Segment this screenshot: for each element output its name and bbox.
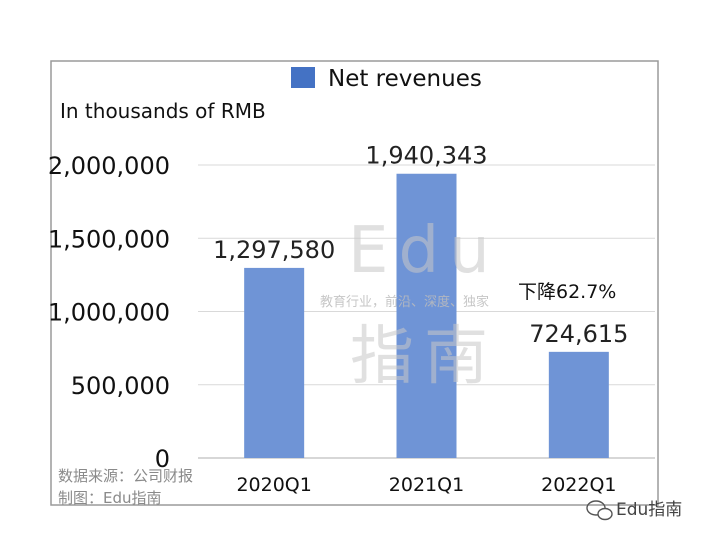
chart-frame — [50, 60, 659, 506]
legend-label: Net revenues — [328, 66, 482, 92]
source-line-1: 数据来源：公司财报 — [58, 467, 193, 485]
brand-label: Edu指南 — [616, 500, 682, 520]
wechat-icon — [586, 500, 613, 521]
y-tick-label: 1,500,000 — [48, 225, 170, 253]
x-axis-ticks: 2020Q1 2021Q1 2022Q1 — [236, 474, 616, 496]
x-tick-label: 2022Q1 — [541, 474, 616, 496]
data-label: 724,615 — [529, 320, 628, 348]
bar-2020Q1 — [244, 267, 305, 458]
watermark-logo-text: Edu — [348, 214, 500, 288]
x-tick-label: 2020Q1 — [236, 474, 311, 496]
y-axis-ticks: 0 500,000 1,000,000 1,500,000 2,000,000 — [48, 152, 170, 473]
data-label: 1,297,580 — [213, 236, 335, 264]
watermark-tagline: 教育行业，前沿、深度、独家 — [320, 294, 489, 310]
source-line-2: 制图：Edu指南 — [58, 489, 162, 507]
bar-2021Q1 — [396, 173, 457, 458]
bars — [244, 173, 609, 458]
data-label: 1,940,343 — [365, 142, 487, 170]
y-tick-label: 500,000 — [71, 372, 170, 400]
decline-annotation: 下降62.7% — [518, 281, 616, 303]
y-tick-label: 1,000,000 — [48, 299, 170, 327]
y-tick-label: 0 — [155, 445, 170, 473]
watermark-logo-text-2: 指南 — [350, 320, 498, 394]
y-tick-label: 2,000,000 — [48, 152, 170, 180]
x-tick-label: 2021Q1 — [389, 474, 464, 496]
y-axis-unit-label: In thousands of RMB — [60, 99, 266, 123]
bar-2022Q1 — [548, 351, 609, 458]
data-labels: 1,297,580 1,940,343 724,615 — [213, 142, 628, 348]
legend-swatch — [291, 67, 315, 88]
